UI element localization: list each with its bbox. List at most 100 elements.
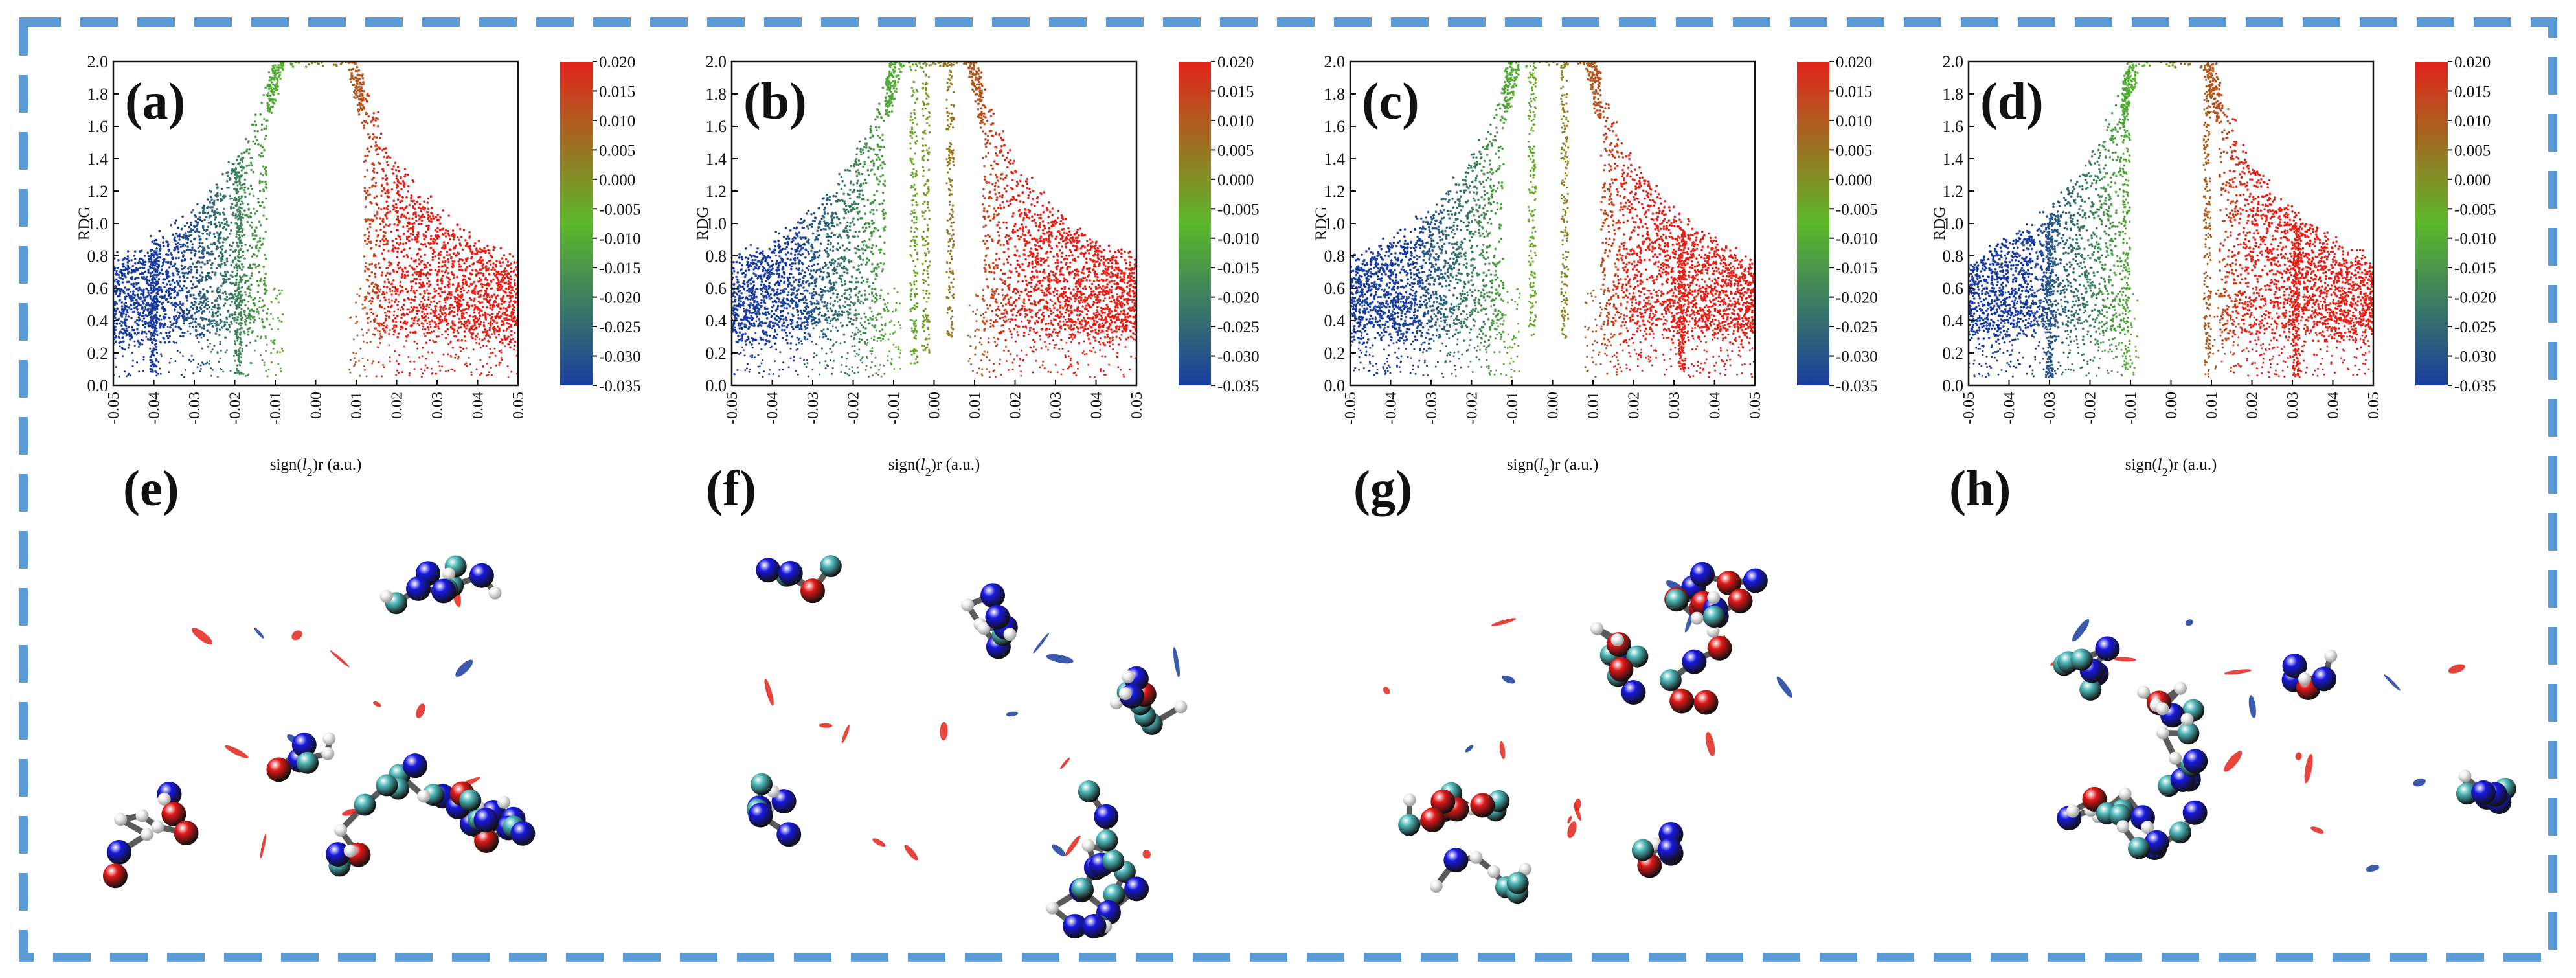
scatter-point [367, 115, 370, 118]
scatter-point [199, 316, 203, 319]
scatter-point [345, 52, 348, 55]
scatter-point [220, 260, 223, 262]
scatter-point [376, 203, 379, 207]
scatter-point [454, 298, 457, 301]
spike-point [240, 356, 243, 359]
scatter-point [142, 260, 145, 264]
scatter-point [410, 199, 412, 202]
spike-point [234, 256, 236, 259]
scatter-point [468, 236, 471, 239]
scatter-point [248, 148, 251, 151]
scatter-point [223, 222, 226, 225]
scatter-point [223, 261, 226, 264]
scatter-point [319, 52, 322, 55]
scatter-point [440, 282, 444, 285]
scatter-point [206, 297, 209, 300]
scatter-point [421, 328, 424, 330]
scatter-point [231, 214, 234, 217]
scatter-point [495, 322, 498, 324]
scatter-point [194, 312, 196, 315]
scatter-point [179, 245, 183, 249]
scatter-point [457, 309, 460, 312]
scatter-point [509, 338, 512, 341]
scatter-point [198, 279, 201, 282]
scatter-point [434, 238, 437, 242]
scatter-point [297, 55, 299, 58]
scatter-point [186, 295, 188, 298]
scatter-point [143, 326, 146, 329]
scatter-point [249, 185, 253, 187]
scatter-point [471, 269, 474, 272]
scatter-point [169, 326, 172, 329]
spike-point [234, 250, 236, 253]
scatter-point [175, 280, 179, 283]
scatter-point [421, 297, 424, 299]
scatter-point [215, 247, 218, 251]
scatter-point [212, 325, 214, 327]
scatter-point [503, 269, 506, 272]
spike-point [236, 233, 238, 236]
scatter-point [178, 289, 181, 292]
scatter-point [383, 366, 385, 369]
scatter-point [454, 356, 457, 359]
scatter-point [484, 318, 488, 321]
scatter-point [206, 274, 209, 277]
scatter-point [436, 316, 438, 319]
scatter-point [420, 300, 423, 303]
scatter-point [203, 207, 205, 210]
scatter-point [258, 246, 262, 249]
scatter-point [286, 52, 289, 55]
scatter-point [214, 271, 217, 275]
scatter-point [367, 189, 369, 192]
scatter-point [457, 358, 459, 360]
scatter-point [455, 290, 457, 293]
scatter-point [304, 52, 306, 55]
scatter-point [396, 179, 400, 181]
scatter-point [396, 218, 398, 221]
scatter-point [365, 198, 367, 201]
scatter-point [415, 273, 418, 276]
scatter-point [236, 241, 239, 244]
spike-point [153, 286, 156, 288]
scatter-point [330, 52, 333, 55]
scatter-point [412, 233, 414, 236]
scatter-point [177, 316, 180, 319]
scatter-point [203, 327, 205, 330]
scatter-point [253, 321, 255, 324]
scatter-point [257, 197, 260, 200]
scatter-point [163, 337, 166, 340]
scatter-point [186, 291, 189, 294]
scatter-point [328, 52, 330, 55]
scatter-point [256, 308, 258, 310]
spike-point [236, 210, 239, 213]
scatter-point [476, 308, 479, 311]
scatter-point [247, 279, 250, 282]
scatter-point [331, 52, 333, 55]
scatter-point [477, 300, 480, 303]
scatter-point [376, 117, 379, 120]
scatter-point [486, 374, 488, 377]
scatter-point [431, 252, 435, 255]
scatter-point [293, 52, 296, 55]
scatter-point [403, 183, 406, 185]
scatter-point [406, 321, 409, 324]
scatter-point [488, 356, 491, 358]
scatter-point [118, 341, 121, 344]
spike-point [235, 321, 238, 324]
scatter-point [392, 244, 394, 247]
scatter-point [471, 304, 474, 308]
scatter-point [201, 318, 204, 321]
scatter-point [398, 354, 401, 356]
scatter-point [385, 207, 389, 210]
scatter-point [350, 56, 352, 59]
scatter-point [303, 52, 306, 55]
scatter-point [269, 84, 272, 87]
scatter-point [177, 234, 179, 238]
scatter-point [275, 297, 278, 300]
scatter-point [335, 52, 338, 55]
scatter-point [231, 314, 234, 317]
scatter-point [433, 300, 436, 303]
scatter-point [513, 260, 516, 264]
scatter-point [307, 52, 310, 55]
scatter-point [438, 318, 440, 321]
